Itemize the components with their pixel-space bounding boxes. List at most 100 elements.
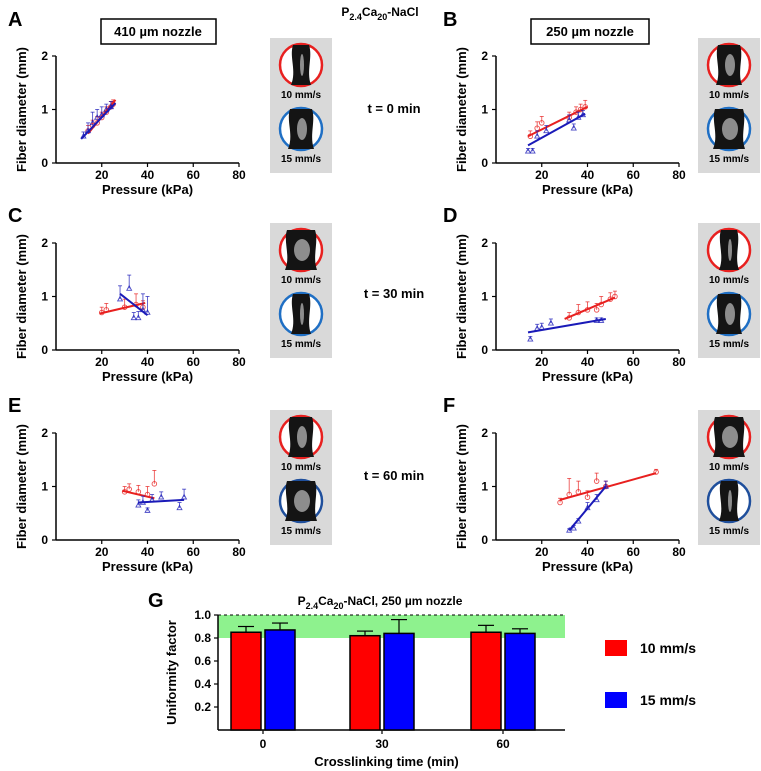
data-point (593, 478, 600, 484)
x-tick-label: 20 (95, 355, 109, 369)
nozzle-left-label: 410 µm nozzle (114, 24, 202, 39)
x-tick-label: 30 (375, 737, 389, 751)
micrograph-box: 10 mm/s 15 mm/s (270, 223, 332, 358)
fit-line (527, 112, 586, 147)
x-axis-label: Crosslinking time (min) (314, 754, 458, 769)
data-point (612, 293, 618, 300)
data-point (570, 124, 577, 131)
y-tick-label: 0.6 (194, 654, 211, 668)
data-point (543, 127, 550, 134)
series-blue (566, 480, 609, 533)
y-axis-label: Fiber diameter (mm) (14, 47, 29, 172)
micrograph-caption: 15 mm/s (709, 339, 749, 350)
x-tick-label: 60 (496, 737, 510, 751)
series-blue (527, 317, 606, 342)
fiber-highlight (728, 490, 732, 512)
panel-label: D (443, 205, 457, 227)
fit-line (138, 498, 185, 504)
micrograph-caption: 10 mm/s (709, 90, 749, 101)
fit-line (568, 485, 607, 532)
data-point (534, 132, 541, 139)
bar (504, 632, 536, 731)
panel-F: F 20 40 60 80 0 1 2 Pressure (kPa) Fiber diameter… (443, 395, 686, 574)
y-tick-label: 0 (481, 533, 488, 547)
series-red (121, 470, 158, 500)
x-tick-label: 0 (260, 737, 267, 751)
y-tick-label: 2 (481, 426, 488, 440)
figure-top-title: P2.4Ca20-NaCl (341, 5, 418, 22)
fiber-highlight (294, 490, 310, 512)
data-point (602, 482, 609, 489)
panel-label: F (443, 395, 455, 417)
micrograph-caption: 15 mm/s (709, 154, 749, 165)
panel-label: E (8, 395, 21, 417)
fiber-highlight (722, 426, 738, 448)
y-tick-label: 2 (41, 49, 48, 63)
fiber-highlight (300, 54, 304, 76)
series-red (557, 468, 659, 506)
nozzle-left-box (100, 18, 217, 45)
y-tick-label: 0 (41, 343, 48, 357)
x-tick-label: 80 (672, 355, 686, 369)
panel-E: E 20 40 60 80 0 1 2 Pressure (kPa) Fiber diameter… (8, 395, 246, 574)
x-tick-label: 40 (581, 545, 595, 559)
data-point (653, 469, 659, 475)
x-tick-label: 40 (141, 545, 155, 559)
x-tick-label: 20 (95, 168, 109, 182)
micrograph-caption: 15 mm/s (709, 526, 749, 537)
panel-label: C (8, 205, 22, 227)
x-axis-label: Pressure (kPa) (542, 369, 633, 384)
data-point (529, 147, 536, 154)
x-tick-label: 20 (535, 355, 549, 369)
data-point (557, 499, 563, 506)
fit-line (122, 489, 155, 500)
data-point (524, 147, 532, 154)
x-tick-label: 60 (187, 545, 201, 559)
y-axis-label: Fiber diameter (mm) (14, 424, 29, 549)
panel-C: C 20 40 60 80 0 1 2 Pressure (kPa) Fiber diameter… (8, 205, 246, 384)
x-tick-label: 80 (672, 545, 686, 559)
fiber-highlight (722, 118, 738, 140)
bar (230, 631, 262, 731)
micrograph-panels: 10 mm/s 15 mm/s 10 mm/s 15 mm/s 10 mm/s 15 mm… (270, 38, 760, 545)
x-tick-label: 60 (187, 355, 201, 369)
y-tick-label: 0.4 (194, 677, 211, 691)
y-axis-label: Fiber diameter (mm) (454, 424, 469, 549)
micrograph-caption: 10 mm/s (281, 275, 321, 286)
fit-line (564, 296, 616, 320)
y-tick-label: 0 (41, 156, 48, 170)
panel-A: A 20 40 60 80 0 1 2 Pressure (kPa) Fiber diameter… (8, 9, 246, 197)
legend-swatch (605, 640, 627, 656)
micrograph-box: 10 mm/s 15 mm/s (698, 223, 760, 358)
y-tick-label: 1 (481, 290, 488, 304)
x-tick-label: 40 (141, 355, 155, 369)
x-tick-label: 80 (232, 355, 246, 369)
micrograph-caption: 10 mm/s (281, 462, 321, 473)
data-point (593, 307, 600, 313)
x-tick-label: 40 (141, 168, 155, 182)
y-tick-label: 0 (481, 343, 488, 357)
x-tick-label: 40 (581, 168, 595, 182)
x-tick-label: 60 (627, 545, 641, 559)
y-axis-label: Fiber diameter (mm) (454, 234, 469, 359)
data-point (135, 314, 142, 321)
fiber-highlight (725, 303, 735, 325)
x-tick-label: 60 (627, 355, 641, 369)
data-point (582, 104, 588, 110)
data-point (547, 319, 555, 326)
panel-label: G (148, 590, 164, 612)
y-tick-label: 2 (41, 426, 48, 440)
data-point (130, 314, 137, 321)
bar (470, 631, 502, 731)
panel-label: A (8, 9, 22, 31)
data-point (89, 119, 96, 126)
y-tick-label: 2 (41, 236, 48, 250)
bar (264, 629, 296, 731)
y-tick-label: 2 (481, 236, 488, 250)
time-label-60: t = 60 min (364, 468, 424, 483)
nozzle-right-label: 250 µm nozzle (546, 24, 634, 39)
y-tick-label: 1.0 (194, 608, 211, 622)
y-tick-label: 0.8 (194, 631, 211, 645)
y-tick-label: 2 (481, 49, 488, 63)
